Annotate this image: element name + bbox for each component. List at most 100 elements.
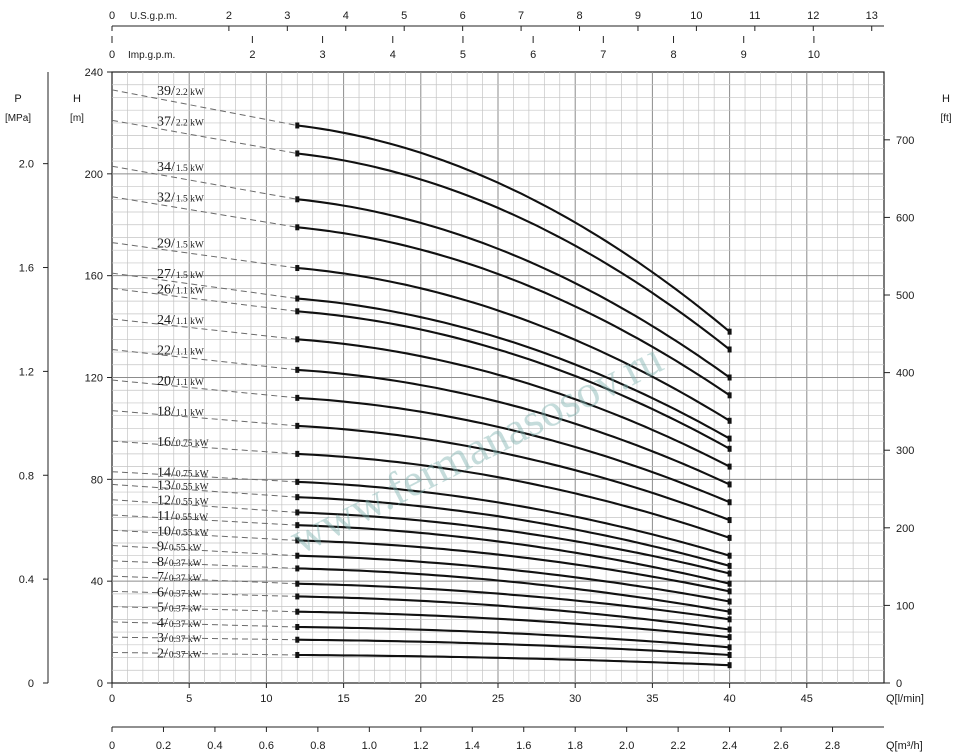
y-tick-label: 40 [91, 576, 103, 588]
curve-end-marker [295, 122, 300, 129]
series-label: 27/1.5 kW [157, 267, 204, 282]
series-label: 6/0.37 kW [157, 585, 202, 600]
y-tick-label: 120 [85, 373, 103, 385]
ft-tick-label: 100 [896, 600, 914, 612]
x-tick-label: 5 [186, 693, 192, 705]
m3h-tick-label: 2.6 [773, 740, 788, 752]
performance-curve [297, 595, 730, 631]
performance-curve [297, 266, 731, 422]
curve-end-marker [295, 580, 300, 587]
m3h-tick-label: 1.8 [568, 740, 583, 752]
curve-end-marker [295, 150, 300, 157]
stage-count: 18/ [157, 405, 175, 420]
y-tick-label: 200 [85, 169, 103, 181]
mpa-tick-label: 1.6 [19, 263, 34, 275]
ft-tick-label: 400 [896, 368, 914, 380]
y-tick-label: 160 [85, 271, 103, 283]
usgpm-tick-label: 10 [690, 10, 702, 22]
mpa-tick-label: 2.0 [19, 159, 34, 171]
curve-end-marker [727, 517, 732, 524]
impgpm-tick-label: 9 [741, 49, 747, 61]
curve-end-marker [295, 224, 300, 231]
performance-curve [297, 310, 731, 450]
motor-power: 0.55 kW [176, 528, 209, 538]
performance-curve [297, 198, 731, 379]
m3h-tick-label: 0 [109, 740, 115, 752]
performance-curve [297, 480, 730, 557]
performance-curve [297, 396, 731, 504]
stage-count: 10/ [157, 524, 175, 539]
curve-end-marker [295, 494, 300, 501]
dashed-extension [111, 471, 298, 483]
performance-curve [297, 338, 731, 468]
performance-curve [297, 524, 730, 585]
curve-end-marker [295, 552, 300, 559]
curve-end-marker [295, 593, 300, 600]
m3h-tick-label: 0.8 [310, 740, 325, 752]
dashed-extension [111, 575, 298, 585]
x-tick-label: 0 [109, 693, 115, 705]
curve-end-marker [727, 435, 732, 442]
m3h-tick-label: 2.2 [670, 740, 685, 752]
series-label: 5/0.37 kW [157, 601, 202, 616]
curve-end-marker [727, 481, 732, 488]
performance-curve [297, 511, 730, 575]
motor-power: 1.5 kW [176, 164, 204, 174]
m3h-tick-label: 1.2 [413, 740, 428, 752]
motor-power: 0.55 kW [175, 513, 208, 523]
dashed-extension [111, 379, 298, 399]
curve-end-marker [727, 417, 732, 424]
curve-end-marker [727, 499, 732, 506]
stage-count: 11/ [157, 509, 174, 524]
curve-end-marker [295, 636, 300, 643]
series-label: 3/0.37 kW [157, 631, 202, 646]
motor-power: 2.2 kW [176, 88, 204, 98]
stage-count: 13/ [157, 478, 175, 493]
performance-curve [297, 496, 730, 567]
series-label: 13/0.55 kW [157, 478, 209, 493]
dashed-extension [111, 287, 298, 312]
y-axis-unit: [m] [70, 113, 84, 124]
motor-power: 0.37 kW [169, 650, 202, 660]
series-label: 2/0.37 kW [157, 646, 202, 661]
dashed-extension [111, 560, 298, 569]
stage-count: 32/ [157, 191, 175, 206]
dashed-extension [111, 636, 298, 641]
grid-lines [111, 71, 885, 684]
performance-curve [297, 226, 731, 397]
curve-end-marker [295, 509, 300, 516]
curve-end-marker [295, 565, 300, 572]
ft-axis-unit: [ft] [940, 113, 951, 124]
curve-end-marker [727, 463, 732, 470]
series-label: 4/0.37 kW [157, 616, 202, 631]
dashed-extension [111, 272, 298, 300]
performance-curve [297, 452, 730, 539]
curve-end-marker [727, 328, 732, 335]
stage-count: 26/ [157, 282, 175, 297]
series-label: 8/0.37 kW [157, 555, 202, 570]
x-tick-label: 40 [723, 693, 735, 705]
series-label: 20/1.1 kW [157, 374, 204, 389]
dashed-extension [111, 499, 298, 513]
usgpm-tick-label: 9 [635, 10, 641, 22]
m3h-tick-label: 1.0 [362, 740, 377, 752]
x-tick-label: 30 [569, 693, 581, 705]
stage-count: 16/ [157, 435, 175, 450]
y-tick-label: 240 [85, 67, 103, 79]
curve-end-marker [295, 450, 300, 457]
curve-end-marker [727, 562, 732, 569]
series-label: 37/2.2 kW [157, 114, 204, 129]
series-label: 26/1.1 kW [157, 282, 204, 297]
performance-curve [297, 539, 730, 593]
stage-count: 14/ [157, 466, 175, 481]
ft-tick-label: 600 [896, 212, 914, 224]
series-label: 32/1.5 kW [157, 191, 204, 206]
curve-end-marker [727, 570, 732, 577]
m3h-tick-label: 0.6 [259, 740, 274, 752]
motor-power: 1.1 kW [176, 317, 204, 327]
stage-count: 34/ [157, 160, 175, 175]
stage-count: 27/ [157, 267, 175, 282]
motor-power: 1.5 kW [176, 241, 204, 251]
